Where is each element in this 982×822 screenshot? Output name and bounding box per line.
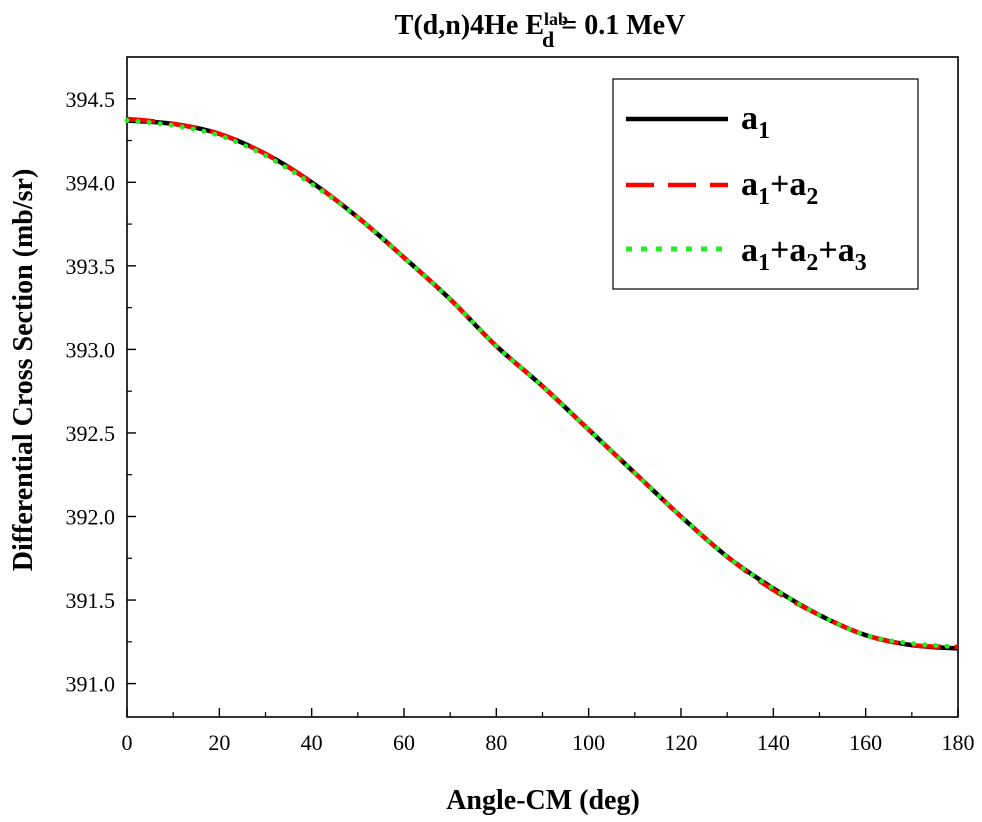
x-tick-label: 120 [665, 730, 698, 755]
legend-label-a1-a2-a3: a1+a2+a3 [741, 232, 867, 276]
x-axis-label: Angle-CM (deg) [446, 785, 640, 816]
legend-box [612, 78, 919, 290]
series-line-a1-a2-a3 [124, 117, 961, 650]
x-tick-label: 20 [208, 730, 230, 755]
y-tick-label: 393.5 [66, 254, 116, 279]
y-axis-label: Differential Cross Section (mb/sr) [8, 169, 39, 572]
series-layer [124, 116, 961, 651]
legend: a1 a1+a2 a1+a2+a3 [612, 78, 919, 290]
y-tick-label: 394.5 [66, 87, 116, 112]
legend-label-a1: a1 [741, 100, 770, 144]
y-tick-label: 391.5 [66, 588, 116, 613]
x-tick-label: 160 [849, 730, 882, 755]
y-axis-ticks: 391.0 391.5 392.0 392.5 393.0 393.5 394.0 394.5 [66, 87, 136, 697]
legend-label-a1-a2: a1+a2 [741, 166, 818, 210]
chart-title-sub: d [542, 27, 554, 52]
x-tick-label: 180 [942, 730, 975, 755]
y-tick-label: 392.5 [66, 421, 116, 446]
chart-title-tail: = 0.1 MeV [554, 10, 685, 41]
chart-title-main: T(d,n)4He E [395, 10, 544, 41]
y-tick-label: 392.0 [66, 504, 116, 529]
y-tick-label: 391.0 [66, 672, 116, 697]
x-axis-ticks: 0 20 40 60 80 100 120 140 160 180 [122, 708, 975, 755]
x-tick-label: 80 [485, 730, 507, 755]
y-tick-label: 394.0 [66, 170, 116, 195]
x-tick-label: 60 [393, 730, 415, 755]
x-tick-label: 100 [572, 730, 605, 755]
x-tick-label: 40 [301, 730, 323, 755]
y-tick-label: 393.0 [66, 337, 116, 362]
chart-title: T(d,n)4He Elab d = 0.1 MeV [395, 9, 686, 52]
x-tick-label: 0 [122, 730, 133, 755]
x-tick-label: 140 [757, 730, 790, 755]
chart-title-sup: lab [544, 9, 568, 29]
